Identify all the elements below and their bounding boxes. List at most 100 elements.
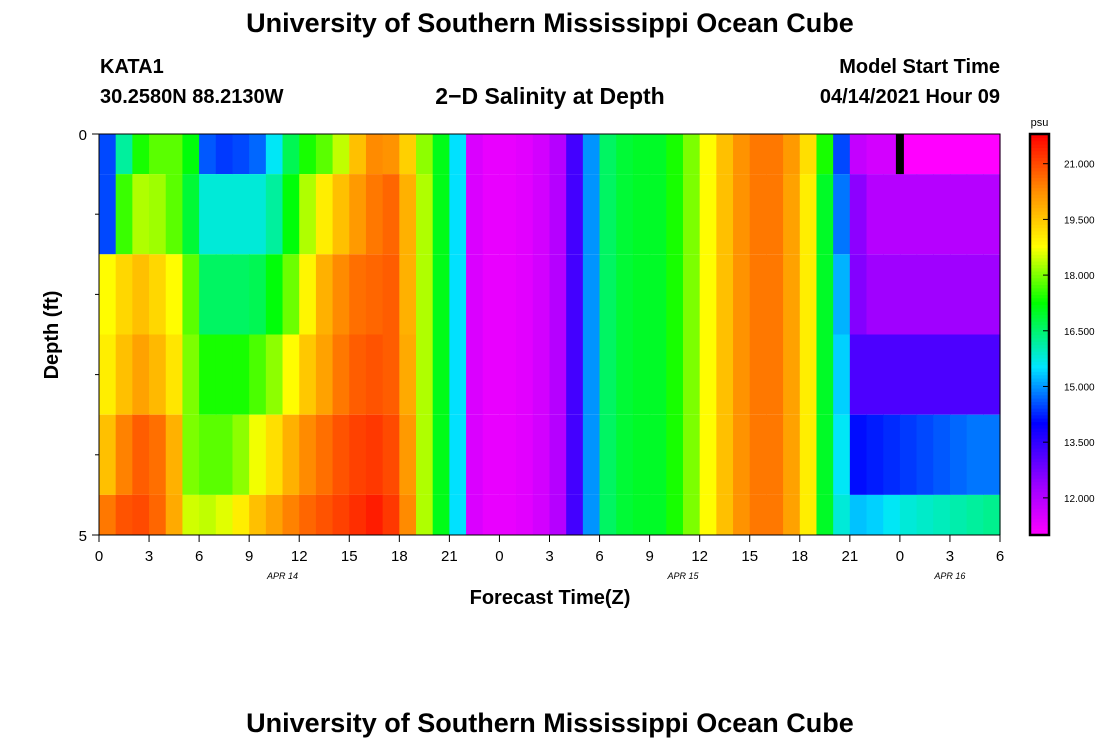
heatmap-cell — [816, 174, 834, 255]
colorbar-tick-label: 21.000 — [1064, 160, 1095, 171]
heatmap-cell — [949, 134, 968, 175]
heatmap-cell — [416, 334, 434, 415]
heatmap-cell — [699, 254, 717, 335]
heatmap-cell — [582, 254, 601, 335]
colorbar-segment — [1030, 488, 1049, 493]
heatmap-cell — [666, 174, 684, 255]
heatmap-cell — [449, 134, 467, 175]
colorbar-segment — [1030, 401, 1049, 406]
heatmap-cell — [182, 494, 200, 535]
date-label: APR 14 — [266, 571, 298, 581]
colorbar-unit: psu — [1031, 117, 1049, 129]
colorbar-segment — [1030, 424, 1049, 429]
heatmap-cell — [666, 254, 684, 335]
heatmap-cell — [349, 414, 367, 495]
colorbar-segment — [1030, 304, 1049, 309]
colorbar-segment — [1030, 411, 1049, 416]
heatmap-cell — [849, 174, 868, 255]
heatmap-cell — [799, 494, 818, 535]
colorbar-segment — [1030, 428, 1049, 433]
heatmap-cell — [749, 254, 768, 335]
heatmap-cell — [582, 134, 601, 175]
heatmap-cell — [249, 134, 267, 175]
colorbar-segment — [1030, 277, 1049, 282]
colorbar-tick-label: 15.000 — [1064, 382, 1095, 393]
colorbar-segment — [1030, 281, 1049, 285]
heatmap-cell — [449, 174, 467, 255]
heatmap-cell — [749, 494, 768, 535]
colorbar-segment — [1030, 337, 1049, 342]
heatmap-cell — [866, 134, 884, 175]
heatmap-cell — [282, 334, 300, 415]
heatmap-cell — [382, 414, 400, 495]
colorbar-segment — [1030, 200, 1049, 205]
colorbar-segment — [1030, 471, 1049, 476]
heatmap-cell — [866, 494, 884, 535]
heatmap-cell — [349, 134, 367, 175]
colorbar-segment — [1030, 374, 1049, 379]
heatmap-cell — [215, 134, 234, 175]
model-start-label: Model Start Time — [839, 56, 1000, 78]
colorbar-segment — [1030, 494, 1049, 499]
heatmap-cell — [115, 254, 133, 335]
heatmap-cell — [766, 414, 784, 495]
heatmap-cell — [282, 414, 300, 495]
heatmap-cell — [399, 334, 417, 415]
colorbar-segment — [1030, 314, 1049, 319]
heatmap-cell — [899, 494, 918, 535]
heatmap-cell — [299, 414, 317, 495]
colorbar-segment — [1030, 237, 1049, 242]
colorbar-segment — [1030, 414, 1049, 419]
colorbar-segment — [1030, 267, 1049, 272]
heatmap-cell — [549, 334, 567, 415]
heatmap-cell — [949, 494, 968, 535]
heatmap-cell — [866, 334, 884, 415]
heatmap-cell — [682, 414, 701, 495]
heatmap-cell — [215, 254, 234, 335]
colorbar-segment — [1030, 324, 1049, 329]
heatmap-cell — [899, 174, 918, 255]
heatmap-cell — [549, 134, 567, 175]
heatmap-cell — [482, 254, 501, 335]
heatmap-cell — [549, 254, 567, 335]
colorbar-segment — [1030, 180, 1049, 185]
colorbar-segment — [1030, 240, 1049, 245]
heatmap-cell — [899, 254, 918, 335]
heatmap-cell — [432, 174, 450, 255]
heatmap-cell — [816, 334, 834, 415]
colorbar-segment — [1030, 381, 1049, 386]
heatmap-cell — [716, 334, 734, 415]
heatmap-cell — [632, 174, 651, 255]
heatmap-cell — [632, 254, 651, 335]
heatmap-cell — [232, 134, 250, 175]
date-label: APR 16 — [933, 571, 965, 581]
colorbar-segment — [1030, 230, 1049, 235]
heatmap-cell — [449, 494, 467, 535]
colorbar-segment — [1030, 387, 1049, 392]
heatmap-cell — [749, 174, 768, 255]
heatmap-cell — [949, 254, 968, 335]
heatmap-cell — [566, 494, 584, 535]
heatmap-cell — [682, 494, 701, 535]
heatmap-cell — [516, 334, 534, 415]
colorbar-segment — [1030, 357, 1049, 362]
heatmap-cell — [516, 254, 534, 335]
heatmap-cell — [733, 254, 751, 335]
heatmap-cell — [616, 494, 634, 535]
heatmap-cell — [516, 134, 534, 175]
heatmap-cell — [282, 254, 300, 335]
heatmap-cells — [99, 134, 1001, 535]
heatmap-cell — [783, 174, 801, 255]
x-tick-label: 6 — [996, 548, 1004, 565]
heatmap-cell — [766, 334, 784, 415]
heatmap-cell — [599, 134, 617, 175]
heatmap-cell — [199, 494, 217, 535]
heatmap-cell — [783, 334, 801, 415]
colorbar-segment — [1030, 250, 1049, 255]
heatmap-cell — [149, 334, 167, 415]
heatmap-cell — [632, 134, 651, 175]
colorbar-segment — [1030, 144, 1049, 148]
heatmap-cell — [582, 174, 601, 255]
heatmap-cell — [616, 174, 634, 255]
heatmap-cell — [532, 414, 551, 495]
